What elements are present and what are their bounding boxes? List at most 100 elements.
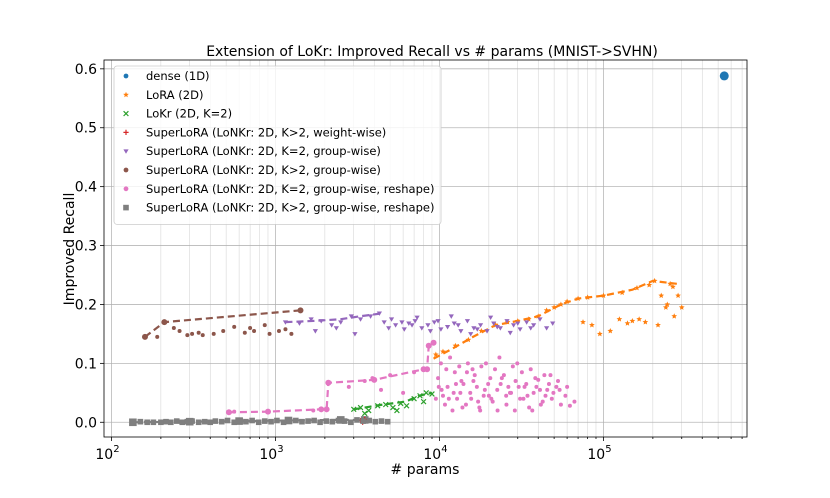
x-tick-label-exponent: 3	[277, 444, 283, 455]
series-1-point	[675, 292, 681, 299]
legend: dense (1D) LoRA (2D) LoKr (2D, K=2) SuperLo…	[113, 65, 442, 225]
series-6-point	[518, 396, 523, 401]
series-1-point	[558, 301, 564, 307]
series-6-point	[516, 384, 521, 389]
series-4-point	[386, 326, 392, 331]
series-4-point	[296, 321, 303, 326]
series-7-point	[348, 419, 354, 426]
y-tick-label: 0.3	[75, 239, 97, 255]
series-6-point	[557, 387, 562, 392]
data-points	[130, 71, 729, 426]
series-6-point	[489, 396, 494, 401]
series-5-point	[190, 331, 195, 336]
series-4-point	[524, 320, 530, 325]
series-7-point	[329, 418, 336, 425]
series-7-point	[360, 418, 366, 424]
y-tick-label: 0.6	[75, 62, 97, 78]
series-4-point	[497, 326, 503, 331]
series-5-point	[142, 334, 147, 339]
series-5-point	[248, 326, 253, 331]
series-6-point	[431, 340, 436, 345]
series-1-point	[543, 307, 550, 313]
series-1-point	[662, 304, 669, 310]
series-1-point	[619, 289, 626, 296]
series-6-point	[425, 343, 430, 348]
series-6-point	[442, 402, 447, 407]
series-4-point	[464, 319, 471, 324]
series-6-point	[232, 409, 237, 414]
legend-label-1: LoRA (2D)	[146, 88, 203, 102]
series-4-point	[406, 321, 412, 326]
series-6-point	[468, 390, 473, 395]
series-6-point	[495, 408, 500, 413]
series-5-point	[196, 330, 201, 335]
series-6-point	[452, 370, 457, 375]
series-7-point	[189, 418, 195, 424]
series-7-point	[268, 418, 274, 425]
series-6-point	[472, 373, 477, 378]
series-6-point	[421, 367, 426, 372]
series-4-point	[471, 326, 477, 331]
series-7-point	[195, 419, 202, 426]
series-6-point	[481, 393, 486, 398]
series-6-point	[450, 408, 455, 413]
series-6-point	[319, 407, 324, 412]
x-tick-label-exponent: 5	[605, 444, 611, 455]
series-1-point	[551, 304, 557, 310]
series-5-point	[211, 331, 216, 336]
series-4-point	[484, 329, 490, 334]
series-4-point	[367, 314, 374, 319]
series-4-point	[515, 321, 521, 326]
series-6-point	[465, 361, 470, 366]
y-tick-label: 0.4	[75, 180, 97, 196]
series-1-point	[642, 319, 649, 325]
legend-label-0: dense (1D)	[146, 69, 210, 83]
series-6-point	[510, 364, 515, 369]
y-tick-label: 0.0	[75, 415, 97, 431]
series-6-point	[551, 390, 556, 395]
series-4-point	[458, 329, 464, 334]
series-4-point	[477, 323, 484, 328]
series-4-point	[401, 327, 407, 332]
series-4-point	[329, 323, 335, 328]
series-1-point	[452, 342, 459, 349]
series-6-point	[478, 408, 483, 413]
legend-marker-5	[123, 167, 129, 173]
series-6-point	[486, 381, 491, 386]
series-6-point	[451, 390, 456, 395]
series-7-point	[261, 418, 268, 424]
series-6-point	[440, 393, 445, 398]
series-1-point	[624, 320, 631, 326]
series-4-point	[357, 317, 364, 322]
series-6-point	[537, 387, 542, 392]
series-7-point	[372, 418, 379, 425]
x-tick-label: 103	[259, 444, 283, 463]
series-1-point	[564, 298, 570, 304]
series-2-point	[361, 410, 368, 417]
series-6-point	[558, 402, 563, 407]
series-1-point	[596, 330, 603, 337]
y-axis-label: Improved Recall	[62, 193, 78, 306]
series-1-point	[670, 283, 676, 290]
y-axis: 0.0 0.1 0.2 0.3 0.4 0.5 0.6	[75, 62, 104, 431]
series-6-frontier-point	[424, 366, 431, 373]
x-tick-label-base: 10	[95, 447, 113, 463]
series-6-point	[533, 376, 538, 381]
series-6-point	[471, 379, 476, 384]
chart-title: Extension of LoKr: Improved Recall vs # …	[206, 44, 658, 60]
series-6-point	[542, 373, 547, 378]
series-6-point	[543, 393, 548, 398]
series-5-point	[155, 334, 160, 339]
series-6-point	[563, 393, 568, 398]
series-6-point	[538, 402, 543, 407]
series-1-point	[651, 277, 658, 284]
series-6-point	[506, 384, 511, 389]
series-5-point	[267, 331, 272, 336]
series-4-point	[455, 323, 461, 328]
series-1-point	[636, 316, 643, 322]
series-4-point	[510, 323, 517, 328]
series-7-point	[299, 418, 305, 425]
series-4-point	[435, 319, 441, 324]
series-4-point	[412, 319, 418, 324]
legend-label-2: LoKr (2D, K=2)	[146, 107, 232, 121]
